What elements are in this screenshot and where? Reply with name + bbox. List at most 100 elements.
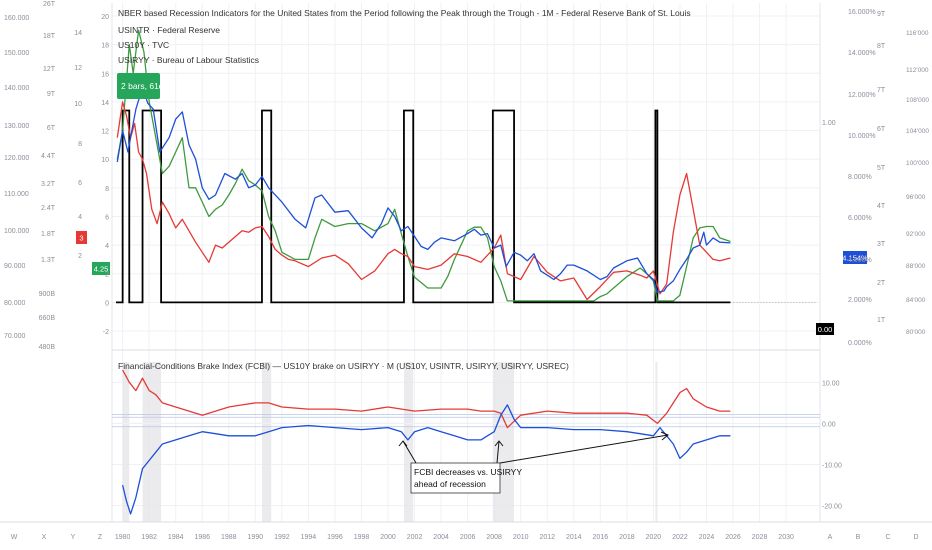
right-thousand-tick: 84'000 [906, 297, 926, 304]
right-pct-tick: 6.000% [848, 215, 872, 222]
x-tick-label: 2002 [407, 534, 423, 541]
left-axis-3-tick: 10 [101, 157, 109, 164]
right-thousand-tick: 116'000 [906, 30, 929, 37]
legend-line-usintr[interactable]: USINTR · Federal Reserve [118, 25, 220, 35]
axis-letter: Y [71, 534, 76, 541]
left-axis-2-tick: 480B [39, 344, 56, 351]
left-axis-1-tick: 90.000 [4, 263, 26, 270]
x-tick-label: 1988 [221, 534, 237, 541]
right-trillion-tick: 5T [877, 165, 886, 172]
right-thousand-tick: 100'000 [906, 160, 929, 167]
us10y-badge-text: 4.154% [842, 254, 868, 263]
axis-letter: D [913, 534, 918, 541]
series-usintr [116, 101, 731, 301]
x-tick-label: 2022 [672, 534, 688, 541]
right-trillion-tick: 8T [877, 43, 886, 50]
right-fcbi-tick: 0.00 [822, 421, 836, 428]
axis-letter: A [828, 534, 833, 541]
annotation-line-2: ahead of recession [414, 479, 486, 489]
left-axis-3-tick: 14 [101, 100, 109, 107]
left-axis-1-tick: 160.000 [4, 15, 29, 22]
left-axis-4-tick: 8 [78, 141, 82, 148]
right-pct-tick: 8.000% [848, 174, 872, 181]
axis-labels: 1980 1982 1984 1986 1988 1990 1992 1994 1996 1998… [4, 1, 929, 541]
left-axis-1-tick: 110.000 [4, 191, 29, 198]
recession-shade [261, 362, 272, 522]
x-tick-label: 1984 [168, 534, 184, 541]
right-trillion-tick: 2T [877, 280, 886, 287]
axis-letter: X [42, 534, 47, 541]
legend-line-recession[interactable]: NBER based Recession Indicators for the … [118, 8, 691, 18]
right-thousand-tick: 108'000 [906, 97, 929, 104]
right-fcbi-tick: 10.00 [822, 380, 840, 387]
annotation-arrow-2001 [402, 440, 417, 464]
lower-series-group [112, 369, 820, 515]
right-fcbi-tick: -20.00 [822, 504, 842, 511]
right-pct-tick: 16.000% [848, 9, 876, 16]
legend-line-usiryy[interactable]: USIRYY · Bureau of Labour Statistics [118, 55, 259, 65]
upper-legend[interactable]: NBER based Recession Indicators for the … [118, 8, 691, 65]
axis-letter: W [11, 534, 18, 541]
axis-letter: Z [98, 534, 103, 541]
us10y-badge-bg [843, 251, 867, 264]
right-trillion-tick: 6T [877, 126, 886, 133]
x-tick-label: 2030 [778, 534, 794, 541]
green-badge-text: 4.25 [94, 265, 109, 274]
left-axis-3-tick: 8 [105, 186, 109, 193]
right-trillion-tick: 9T [877, 11, 886, 18]
left-axis-3-tick: 6 [105, 214, 109, 221]
left-axis-4-tick: 6 [78, 180, 82, 187]
left-axis-3-tick: 12 [101, 129, 109, 136]
right-thousand-tick: 104'000 [906, 128, 929, 135]
annotation-arrowhead-2001 [398, 440, 408, 447]
x-tick-label: 2006 [460, 534, 476, 541]
recession-shade [655, 362, 658, 522]
x-tick-label: 1994 [301, 534, 317, 541]
x-tick-label: 1980 [115, 534, 131, 541]
right-trillion-tick: 1T [877, 317, 886, 324]
right-thousand-tick: 80'000 [906, 329, 926, 336]
right-pct-tick: 12.000% [848, 92, 876, 99]
axis-letter: C [885, 534, 890, 541]
left-axis-4-tick: 12 [74, 65, 82, 72]
annotation-arrow-2008 [496, 440, 500, 464]
annotation-arrowhead-2008 [494, 440, 504, 447]
right-thousand-tick: 88'000 [906, 263, 926, 270]
left-axis-2-tick: 1.8T [41, 231, 56, 238]
legend-line-us10y[interactable]: US10Y · TVC [118, 40, 169, 50]
left-axis-2-tick: 2.4T [41, 205, 56, 212]
recession-shade [142, 362, 162, 522]
left-axis-2-tick: 900B [39, 291, 56, 298]
gridlines [112, 3, 820, 522]
x-tick-label: 2004 [433, 534, 449, 541]
annotation-box [410, 462, 501, 494]
red-badge-text: 3 [79, 234, 83, 243]
right-fcbi-tick: -10.00 [822, 463, 842, 470]
tooltip-text: 2 bars, 61d [121, 81, 164, 91]
x-tick-label: 2026 [725, 534, 741, 541]
left-axis-4-tick: 14 [74, 30, 82, 37]
fcbi-annotation: FCBI decreases vs. USIRYY ahead of reces… [398, 431, 669, 494]
left-axis-3-tick: 16 [101, 71, 109, 78]
left-axis-1-tick: 120.000 [4, 155, 29, 162]
recession-shade [403, 362, 414, 522]
right-pct-tick: 4.000% [848, 257, 872, 264]
recession-shade [492, 362, 515, 522]
x-tick-label: 2024 [699, 534, 715, 541]
left-axis-2-tick: 4.4T [41, 153, 56, 160]
left-axis-1-tick: 100.000 [4, 228, 29, 235]
right-thousand-tick: 92'000 [906, 231, 926, 238]
lower-panel-title[interactable]: Financial-Conditions Brake Index (FCBI) … [118, 361, 569, 371]
us10y-value-badge: 4.154% [842, 251, 868, 264]
upper-series-group [116, 29, 816, 304]
x-tick-label: 2018 [619, 534, 635, 541]
right-trillion-tick: 3T [877, 241, 886, 248]
right-pct-tick: 10.000% [848, 133, 876, 140]
left-axis-4-tick: 4 [78, 214, 82, 221]
x-tick-label: 1990 [248, 534, 264, 541]
x-tick-label: 2028 [752, 534, 768, 541]
right-rec-tick: 1.00 [822, 120, 836, 127]
rec-badge-bg [816, 323, 834, 335]
x-tick-label: 2010 [513, 534, 529, 541]
